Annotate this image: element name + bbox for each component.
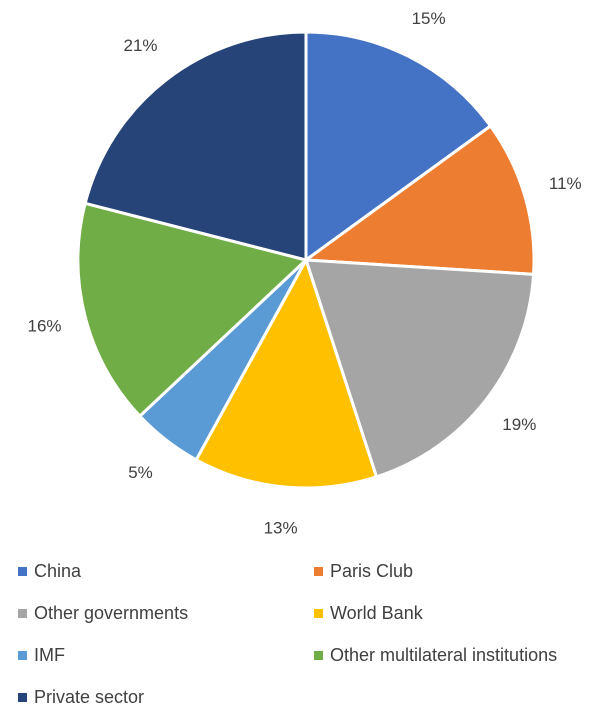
data-label-imf: 5% [128, 463, 153, 482]
legend-item-paris-club: Paris Club [314, 560, 614, 582]
legend-swatch-world-bank [314, 608, 323, 618]
data-label-other-governments: 19% [502, 415, 536, 434]
legend-swatch-china [18, 566, 27, 576]
legend-item-other-governments: Other governments [18, 602, 314, 624]
legend-label: Paris Club [330, 560, 414, 581]
legend-label: Private sector [34, 686, 145, 707]
pie-slice-world-bank [194, 256, 379, 490]
legend: China Paris Club Other governments World Ba… [18, 560, 615, 708]
legend-item-other-multilateral-institutions: Other multilateral institutions [314, 644, 614, 666]
legend-item-china: China [18, 560, 314, 582]
data-label-china: 15% [412, 9, 446, 28]
legend-label: Other governments [34, 602, 189, 623]
legend-item-imf: IMF [18, 644, 314, 666]
data-label-world-bank: 13% [264, 518, 298, 537]
pie-slice-other-multilateral-institutions [76, 201, 310, 419]
legend-item-world-bank: World Bank [314, 602, 614, 624]
legend-swatch-other-governments [18, 608, 27, 618]
legend-item-private-sector: Private sector [18, 686, 314, 708]
legend-swatch-other-multilateral-institutions [314, 650, 323, 660]
legend-label: IMF [34, 644, 65, 665]
pie-plot-area: 15% 11% 19% 13% 5% 16% 21% [27, 9, 582, 537]
data-label-private-sector: 21% [123, 36, 157, 55]
pie-slice-other-governments [303, 258, 536, 479]
legend-label: Other multilateral institutions [330, 644, 558, 665]
pie-slice-paris-club [301, 123, 536, 276]
legend-swatch-paris-club [314, 566, 323, 576]
data-label-other-multilateral-institutions: 16% [27, 317, 61, 336]
legend-swatch-imf [18, 650, 27, 660]
pie-slice-private-sector [83, 30, 308, 262]
legend-label: China [34, 560, 82, 581]
legend-label: World Bank [330, 602, 423, 623]
data-label-paris-club: 11% [549, 174, 582, 193]
legend-swatch-private-sector [18, 692, 27, 702]
pie-slice-china [304, 30, 493, 263]
